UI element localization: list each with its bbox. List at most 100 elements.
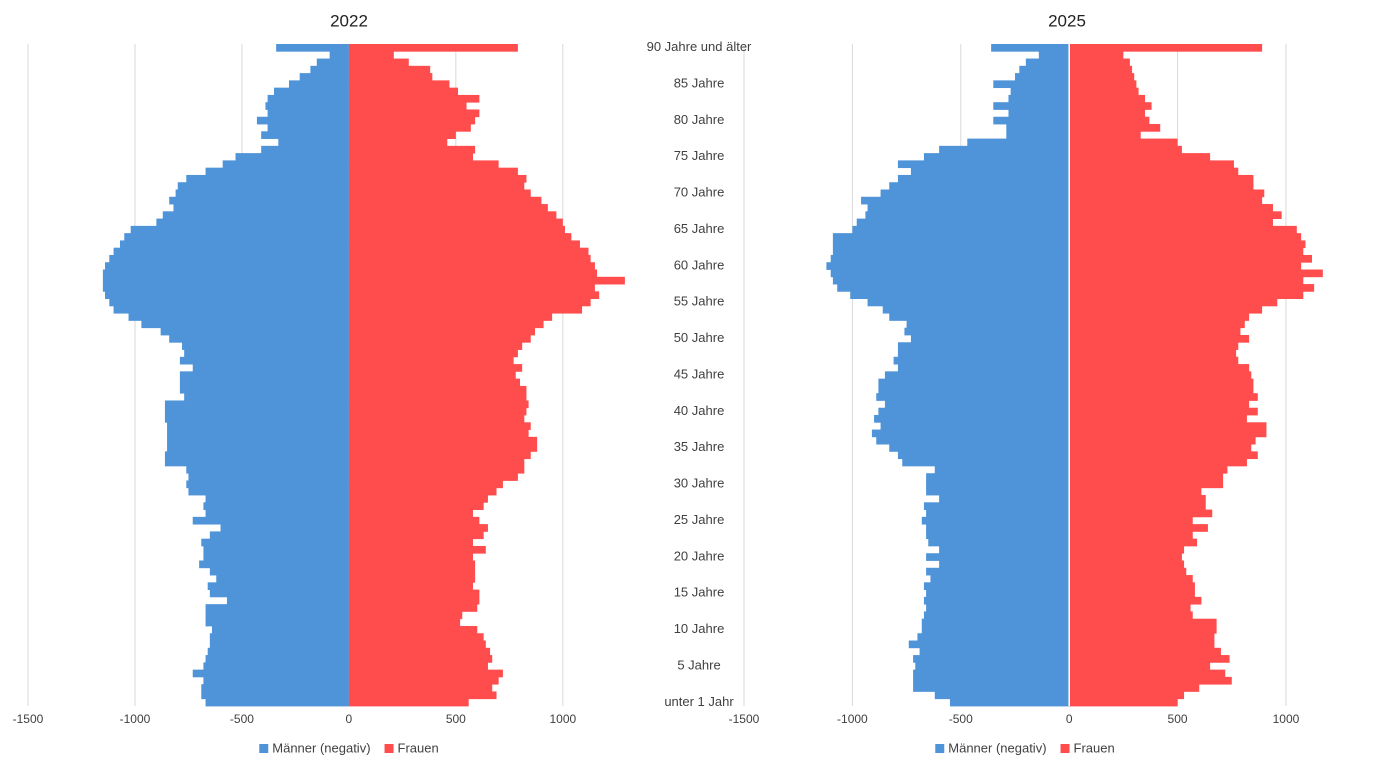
bar [160,327,349,336]
bar [348,691,497,700]
bar [188,487,349,496]
bar [897,451,1070,460]
bar [348,502,484,510]
bar [1069,320,1245,329]
bar [348,676,499,685]
bar [203,662,349,671]
bar [209,567,349,576]
bar [926,531,1070,540]
bar [897,174,1070,183]
bar [348,109,480,118]
bar [348,553,473,561]
bar [876,436,1070,445]
bar [348,65,431,74]
bar [209,531,349,540]
bar [201,538,349,547]
bar [348,371,516,380]
y-tick-label: 60 Jahre [674,257,725,272]
bar [1069,364,1250,372]
bar [348,320,544,329]
bar [1014,73,1070,81]
bar [105,291,349,300]
bar [1069,385,1254,394]
bar [203,553,349,561]
bar [261,145,349,154]
bar [186,465,349,474]
y-tick-label: 5 Jahre [677,657,720,672]
bar [348,305,583,314]
y-tick-label: 75 Jahre [674,148,725,163]
bar [926,473,1070,481]
bar [256,116,349,125]
bar [184,393,349,401]
bar [1069,495,1206,503]
bar [265,102,349,110]
bar [179,385,349,394]
bar [897,364,1070,372]
bar [1069,516,1193,525]
bar [348,247,589,256]
bar [348,429,529,438]
bar [1069,124,1161,132]
bar [205,698,349,707]
bar [902,458,1070,467]
bar [1069,327,1241,336]
bar [348,582,473,591]
bar [348,262,595,270]
bar [921,618,1070,627]
bar [348,102,467,110]
bar [934,691,1070,700]
bar [348,225,565,234]
bar [1008,94,1070,103]
bar [897,349,1070,358]
bar [1069,73,1135,81]
bar [348,458,525,467]
bar [882,305,1070,314]
bar [130,225,349,234]
bar [167,422,349,430]
bar [348,342,523,350]
bar [1069,502,1206,510]
bar [188,473,349,481]
bar [274,87,349,96]
legend-swatch [259,744,269,753]
bar [109,298,349,307]
x-tick-label: -1000 [120,712,151,726]
bar [184,349,349,358]
bar [913,684,1070,692]
bar [348,633,484,641]
bar [939,145,1070,154]
bar [884,371,1070,380]
bar [348,611,463,620]
bar [226,596,349,605]
bar [276,44,349,52]
bar [897,342,1070,350]
bar [348,604,478,612]
bar [874,415,1070,423]
bar [897,160,1070,169]
bar [162,211,349,219]
bar [1069,458,1247,467]
bar [915,662,1070,671]
bar [1069,655,1230,663]
pyramid-chart: 2025 -1500 -1000 -500 0 500 1000 unter 1 Jahr 5 … [647,11,1323,755]
bar [235,153,349,161]
bar [1069,429,1267,438]
y-tick-label: 50 Jahre [674,330,725,345]
legend-label: Frauen [398,740,439,755]
bar [1069,254,1312,263]
bar [1069,509,1213,518]
bar [175,189,349,198]
bar [867,204,1070,212]
bar [1069,473,1224,481]
bar [904,327,1070,336]
bar [1069,589,1195,598]
bar [348,480,503,489]
bar [348,516,480,525]
bar [926,524,1070,532]
y-tick-label: 55 Jahre [674,294,725,309]
bar [871,429,1070,438]
bar [348,560,476,569]
bar [348,189,531,198]
bar [830,254,1070,263]
